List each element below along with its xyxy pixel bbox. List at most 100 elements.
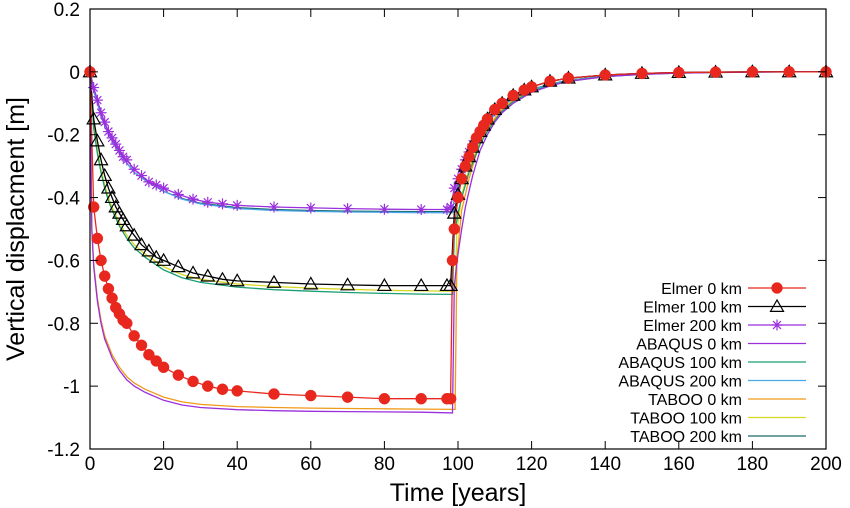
legend-label: TABOO 0 km — [648, 392, 742, 409]
legend-label: Elmer 0 km — [661, 281, 742, 298]
data-point — [746, 66, 759, 78]
data-point — [135, 339, 148, 352]
x-tick-label: 200 — [810, 454, 842, 475]
y-tick-label: -0.2 — [47, 126, 80, 147]
data-point — [95, 107, 107, 119]
data-point — [599, 69, 611, 81]
data-point — [88, 82, 100, 94]
data-point — [156, 252, 172, 266]
data-point — [202, 380, 214, 392]
data-point — [415, 204, 427, 216]
data-point — [216, 383, 229, 396]
data-point — [170, 259, 186, 273]
data-point — [229, 273, 245, 287]
data-point — [141, 243, 157, 257]
data-point — [133, 237, 150, 251]
data-point — [172, 369, 185, 381]
y-tick-labels: 0.2 0 -0.2 -0.4 -0.6 -0.8 -1 -1.2 — [47, 0, 80, 461]
data-point — [525, 81, 538, 93]
data-point — [110, 138, 122, 150]
data-point — [185, 265, 201, 279]
data-point — [507, 89, 519, 102]
data-point — [98, 270, 111, 282]
data-point — [415, 392, 427, 405]
plot-series — [82, 64, 834, 414]
data-point — [187, 375, 199, 388]
x-axis-title: Time [years] — [390, 479, 527, 507]
data-point — [496, 97, 508, 110]
legend-label: Elmer 200 km — [643, 318, 742, 335]
data-point — [216, 198, 228, 210]
data-point — [413, 277, 429, 292]
data-point — [106, 132, 118, 144]
data-point — [455, 172, 468, 185]
legend-label: ABAQUS 100 km — [618, 355, 742, 372]
data-point — [126, 227, 142, 241]
data-point — [158, 182, 170, 194]
x-tick-labels: 0 20 40 60 80 100 120 140 160 180 200 — [85, 454, 842, 475]
x-tick-label: 140 — [589, 454, 621, 475]
data-point — [340, 277, 356, 291]
data-point — [305, 389, 317, 402]
data-point — [187, 193, 199, 205]
data-point — [443, 277, 459, 292]
data-point — [231, 385, 243, 397]
y-tick-label: -0.8 — [47, 314, 80, 335]
y-tick-label: -1.2 — [47, 440, 80, 461]
data-point — [128, 163, 140, 175]
data-point — [771, 282, 783, 294]
x-tick-label: 160 — [663, 454, 695, 475]
data-point — [87, 201, 100, 213]
data-point — [268, 201, 280, 213]
x-tick-label: 120 — [516, 454, 548, 475]
data-point — [673, 66, 685, 79]
y-tick-label: -0.6 — [47, 251, 80, 272]
data-point — [121, 317, 133, 330]
data-point — [709, 66, 722, 78]
data-point — [446, 205, 462, 219]
x-tick-label: 0 — [85, 454, 96, 475]
axis-ticks — [89, 8, 827, 450]
data-point — [108, 199, 124, 213]
data-point — [89, 133, 105, 147]
data-point — [157, 361, 170, 374]
data-point — [136, 170, 148, 182]
data-point — [231, 199, 243, 211]
data-point — [121, 154, 133, 166]
legend-label: ABAQUS 0 km — [636, 337, 742, 354]
x-tick-label: 60 — [300, 454, 321, 475]
data-point — [769, 298, 785, 312]
data-point — [376, 277, 392, 292]
data-point — [150, 179, 162, 191]
data-point — [441, 204, 453, 216]
legend-label: Elmer 100 km — [643, 300, 742, 317]
data-point — [202, 196, 214, 208]
data-point — [93, 152, 109, 166]
data-point — [378, 203, 390, 215]
data-point — [544, 75, 556, 88]
data-point — [268, 388, 280, 400]
x-tick-label: 20 — [153, 454, 174, 475]
data-point — [113, 144, 125, 156]
data-point — [99, 116, 111, 128]
data-point — [200, 268, 216, 282]
data-point — [448, 223, 461, 235]
data-point — [119, 218, 135, 232]
data-point — [783, 66, 795, 78]
data-point — [115, 211, 131, 226]
data-point — [446, 254, 459, 267]
data-point — [91, 94, 103, 106]
data-point — [771, 319, 783, 331]
data-point — [562, 72, 575, 84]
y-tick-label: -1 — [63, 377, 80, 398]
legend-label: ABAQUS 200 km — [618, 374, 742, 391]
data-point — [452, 191, 464, 204]
data-point — [214, 271, 231, 285]
data-point — [111, 205, 127, 219]
data-point — [143, 176, 155, 188]
y-axis-title: Vertical displacment [m] — [2, 97, 30, 361]
data-point — [143, 348, 155, 361]
legend-label: TABOO 100 km — [630, 411, 742, 428]
data-point — [266, 274, 282, 288]
